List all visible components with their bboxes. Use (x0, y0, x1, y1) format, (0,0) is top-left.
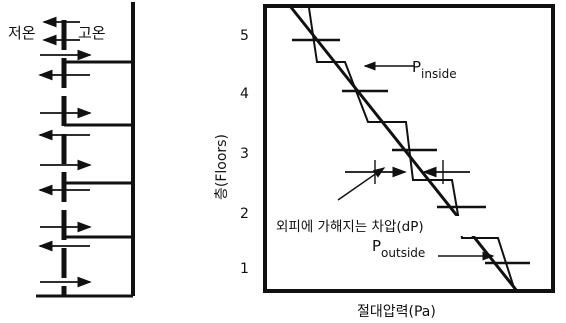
y-axis-label: 층(Floors) (214, 134, 230, 200)
floor-tick-labels: 1 2 3 4 5 (240, 28, 249, 277)
floor-tick-1: 1 (240, 261, 249, 277)
floor-tick-2: 2 (240, 206, 249, 222)
chart-frame (263, 4, 555, 293)
floor-tick-4: 4 (240, 86, 249, 102)
p-inside-label: Pinside (412, 58, 457, 81)
p-outside-label-bg (370, 238, 436, 260)
hot-side-label: 고온 (78, 24, 106, 42)
cold-side-label: 저온 (8, 24, 36, 42)
p-outside-label: Poutside (372, 237, 425, 260)
floor-slabs (36, 60, 133, 298)
floor-markers (292, 38, 530, 265)
building-section: 저온 고온 (8, 2, 135, 298)
pressure-chart: 1 2 3 4 5 층(Floors) 절대압력(Pa) (214, 4, 555, 320)
floor-tick-5: 5 (240, 28, 249, 44)
dp-label-bg (273, 216, 493, 236)
dp-label: 외피에 가해지는 차압(dP) (276, 219, 424, 235)
x-axis-label: 절대압력(Pa) (357, 304, 436, 320)
outside-pressure-line (288, 5, 519, 292)
leader-lines (337, 61, 495, 261)
airflow-arrows (38, 16, 92, 288)
floor-tick-3: 3 (240, 146, 249, 162)
dp-leader (337, 167, 386, 201)
